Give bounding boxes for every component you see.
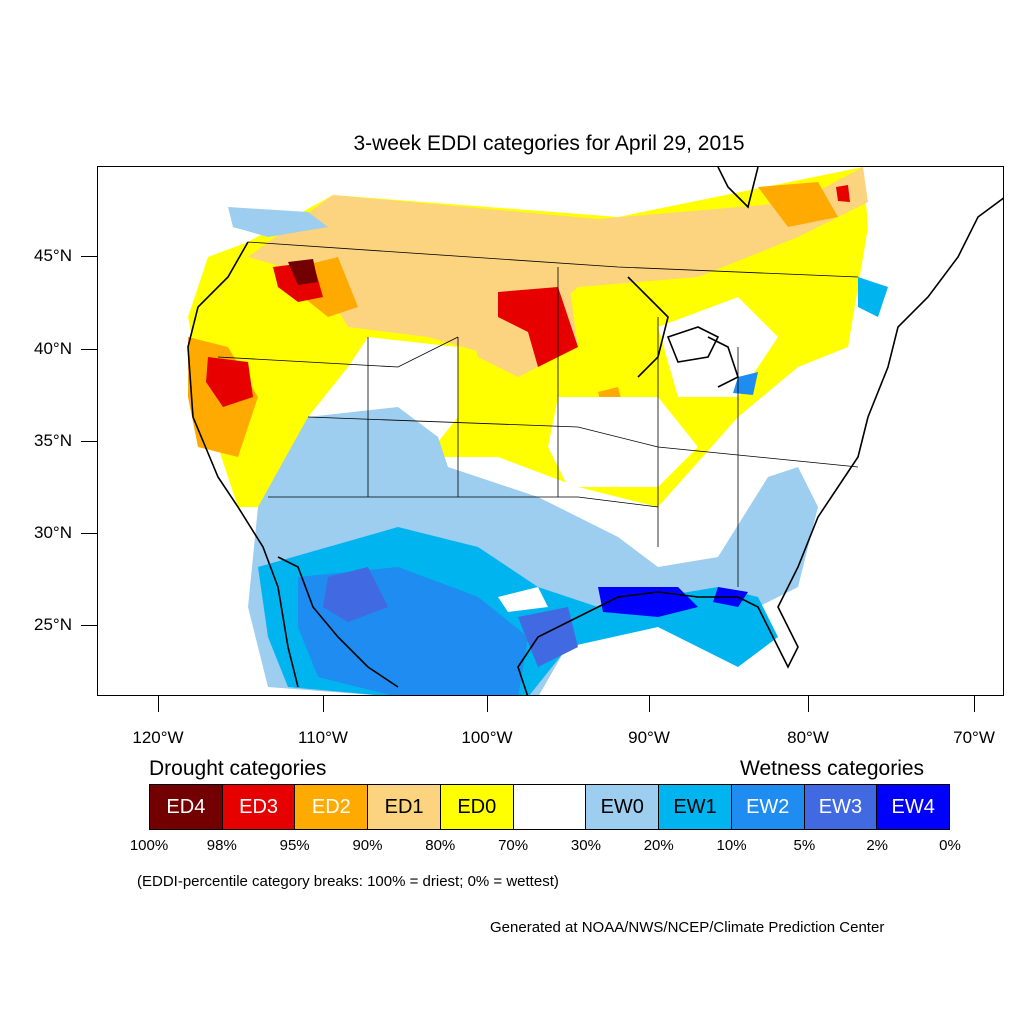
lon-label-80w: 80°W (787, 728, 829, 747)
legend-cell-ed4: ED4 (150, 785, 223, 829)
lon-tick (649, 696, 650, 712)
legend-break-label: 95% (279, 837, 310, 854)
category-note: (EDDI-percentile category breaks: 100% =… (137, 873, 559, 890)
legend-break-label: 70% (498, 837, 529, 854)
legend-break-label: 90% (352, 837, 383, 854)
legend-break-label: 2% (866, 837, 889, 854)
legend-cell-ed0: ED0 (440, 785, 514, 829)
lon-tick (974, 696, 975, 712)
legend-cell-ed3: ED3 (222, 785, 296, 829)
legend-cell-ew0: EW0 (586, 785, 660, 829)
lon-tick (323, 696, 324, 712)
legend-break-label: 100% (129, 837, 169, 854)
lon-label-90w: 90°W (628, 728, 670, 747)
coastlines (187, 167, 1003, 695)
lat-label-40n: 40°N (34, 339, 72, 358)
legend-break-label: 98% (206, 837, 237, 854)
legend-break-label: 5% (793, 837, 816, 854)
lon-label-70w: 70°W (953, 728, 995, 747)
legend-cell-ew4: EW4 (877, 785, 950, 829)
lat-tick (81, 256, 97, 257)
lon-tick (487, 696, 488, 712)
legend-cell-ew1: EW1 (659, 785, 732, 829)
map-title: 3-week EDDI categories for April 29, 201… (353, 132, 745, 155)
lat-label-45n: 45°N (34, 246, 72, 265)
lat-tick (81, 533, 97, 534)
legend-cell-ed1: ED1 (368, 785, 441, 829)
drought-wetness-field (188, 167, 888, 695)
legend-cell-ew3: EW3 (804, 785, 878, 829)
lat-label-35n: 35°N (34, 431, 72, 450)
lat-tick (81, 349, 97, 350)
map-canvas (187, 167, 1003, 695)
lon-label-110w: 110°W (298, 728, 348, 747)
legend-break-label: 20% (643, 837, 674, 854)
credit-line: Generated at NOAA/NWS/NCEP/Climate Predi… (490, 919, 885, 936)
lat-tick (81, 441, 97, 442)
lat-tick (81, 625, 97, 626)
legend-colorbar: ED4 ED3 ED2 ED1 ED0 EW0 EW1 EW2 EW3 EW4 (149, 784, 950, 830)
legend-break-label: 10% (716, 837, 747, 854)
state-borders (217, 241, 859, 587)
lat-label-25n: 25°N (34, 615, 72, 634)
legend-cell-ed2: ED2 (295, 785, 369, 829)
drought-heading: Drought categories (149, 757, 327, 780)
eddi-map (97, 166, 1004, 696)
legend-cell-ew2: EW2 (731, 785, 805, 829)
lon-tick (808, 696, 809, 712)
legend-cell-neutral (513, 785, 587, 829)
lon-label-120w: 120°W (132, 728, 184, 747)
legend-break-label: 30% (570, 837, 601, 854)
legend-break-label: 80% (425, 837, 456, 854)
wetness-heading: Wetness categories (740, 757, 925, 780)
lon-label-100w: 100°W (461, 728, 513, 747)
lat-label-30n: 30°N (34, 523, 72, 542)
lon-tick (158, 696, 159, 712)
legend-break-label: 0% (939, 837, 961, 854)
